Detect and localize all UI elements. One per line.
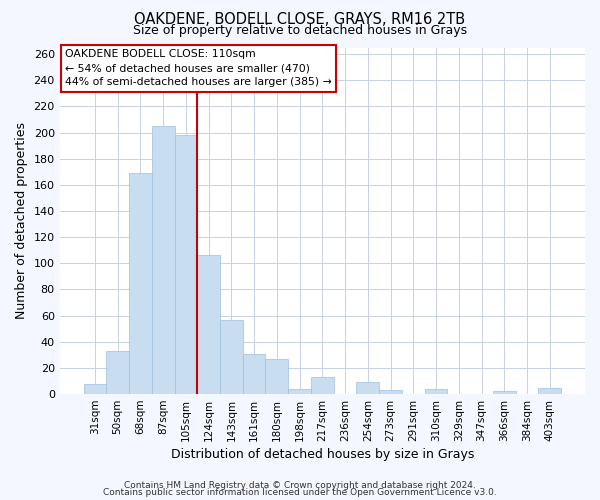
Text: OAKDENE, BODELL CLOSE, GRAYS, RM16 2TB: OAKDENE, BODELL CLOSE, GRAYS, RM16 2TB	[134, 12, 466, 28]
Bar	[106, 351, 129, 394]
Bar	[83, 384, 106, 394]
Bar	[220, 320, 243, 394]
Text: OAKDENE BODELL CLOSE: 110sqm
← 54% of detached houses are smaller (470)
44% of s: OAKDENE BODELL CLOSE: 110sqm ← 54% of de…	[65, 49, 332, 87]
Bar	[243, 354, 265, 394]
Bar	[356, 382, 379, 394]
Bar	[311, 377, 334, 394]
Bar	[129, 173, 152, 394]
Bar	[152, 126, 175, 394]
Bar	[197, 256, 220, 394]
Bar	[538, 388, 561, 394]
Bar	[379, 390, 402, 394]
Text: Contains HM Land Registry data © Crown copyright and database right 2024.: Contains HM Land Registry data © Crown c…	[124, 480, 476, 490]
X-axis label: Distribution of detached houses by size in Grays: Distribution of detached houses by size …	[170, 448, 474, 461]
Text: Size of property relative to detached houses in Grays: Size of property relative to detached ho…	[133, 24, 467, 37]
Bar	[288, 389, 311, 394]
Bar	[425, 389, 448, 394]
Bar	[175, 135, 197, 394]
Y-axis label: Number of detached properties: Number of detached properties	[15, 122, 28, 320]
Text: Contains public sector information licensed under the Open Government Licence v3: Contains public sector information licen…	[103, 488, 497, 497]
Bar	[493, 392, 515, 394]
Bar	[265, 359, 288, 394]
